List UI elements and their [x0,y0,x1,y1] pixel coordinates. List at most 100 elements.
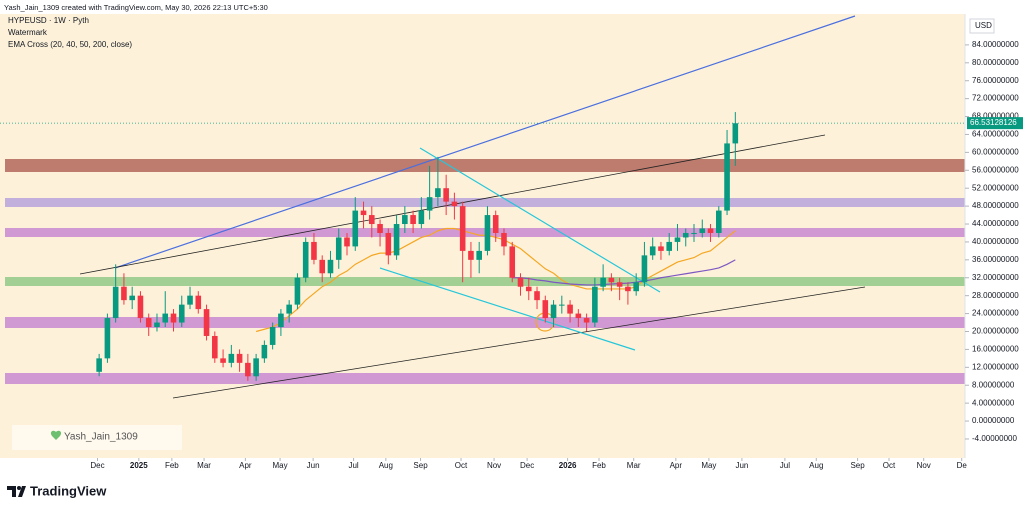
trendline [419,147,661,293]
candle-body [236,353,243,363]
y-tick-label: 16.00000000 [972,345,1019,354]
candle-body [195,295,202,310]
candle-body [335,237,342,260]
x-tick-label: Feb [165,461,179,470]
x-tick-label: Nov [917,461,931,470]
candle-body [352,210,359,247]
y-tick-label: 0.00000000 [972,416,1015,425]
zone [5,277,965,286]
tradingview-logo: TradingView [7,483,107,498]
candle-body [203,309,210,336]
y-tick-label: 36.00000000 [972,255,1019,264]
legend-watermark: Watermark [8,28,48,37]
candle-body [459,206,466,251]
candle-body [567,304,573,314]
candle-body [616,282,623,287]
candle-body [682,232,689,238]
candle-body [534,291,540,301]
candle-body [228,353,235,363]
candle-body [96,358,102,372]
candle-body [674,237,681,242]
currency-box[interactable] [969,18,995,34]
y-tick-label: 52.00000000 [972,183,1019,192]
candle-body [542,300,549,319]
candle-body [418,210,425,225]
candle-body [129,295,135,301]
y-tick-label: -4.00000000 [972,434,1017,443]
candle-body [286,304,292,314]
y-tick-label: 64.00000000 [972,130,1019,139]
candle-body [559,304,565,306]
x-tick-label: 2026 [559,461,577,470]
candle-body [137,295,144,319]
candle-body [715,210,722,233]
currency: USD [975,21,992,30]
candle-body [377,224,383,233]
y-tick-label: 76.00000000 [972,76,1019,85]
candle-body [360,210,367,216]
x-tick-label: Apr [239,461,252,470]
candle-body [104,318,111,359]
y-tick-label: 48.00000000 [972,201,1019,210]
y-tick-label: 28.00000000 [972,291,1019,300]
candle-body [435,188,441,198]
y-tick-label: 44.00000000 [972,219,1019,228]
trendline [379,267,636,351]
trendlines [79,15,866,399]
last-price-box [967,117,1023,130]
logo-dot [17,486,21,490]
candle-body [327,259,334,274]
candle-body [732,123,739,144]
y-tick-label: 56.00000000 [972,165,1019,174]
candle-body [443,188,449,202]
x-tick-label: Apr [670,461,683,470]
candle-body [501,232,507,247]
x-tick-label: Dec [520,461,534,470]
watermark-box [12,425,182,450]
candle-body [187,295,193,305]
candle-body [699,228,706,233]
candle-body [484,215,491,251]
x-tick-label: Jul [348,461,358,470]
legend-indicator: EMA Cross (20, 40, 50, 200, close) [8,40,132,49]
candle-body [666,241,673,251]
zone [5,159,965,172]
last-price-label: 66.53128126 [970,118,1017,127]
y-tick-label: 40.00000000 [972,237,1019,246]
candle-body [385,232,392,256]
candle-body [476,250,482,260]
x-tick-label: May [273,461,288,470]
candle-body [170,313,177,323]
x-tick-label: Jul [780,461,790,470]
candle-body [625,286,631,292]
x-tick-label: Aug [809,461,823,470]
candle-body [600,277,606,287]
candle-body [261,344,268,359]
ema-line [512,259,736,286]
candle-body [121,286,127,301]
candle-body [658,246,664,251]
candle-body [691,232,697,234]
x-tick-label: Sep [413,461,428,470]
y-tick-label: 80.00000000 [972,58,1019,67]
candle-body [707,228,714,233]
x-tick-label: Aug [379,461,393,470]
candle-body [509,246,516,278]
candle-body [492,215,499,233]
candle-body [302,241,309,278]
x-tick-label: Oct [455,461,468,470]
candle-body [575,313,582,319]
candle-body [112,286,119,319]
candle-body [154,322,160,328]
candle-body [368,215,375,225]
y-tick-label: 32.00000000 [972,273,1019,282]
candle-body [294,277,301,305]
y-tick-label: 24.00000000 [972,309,1019,318]
x-tick-label: Dec [90,461,104,470]
series [96,112,739,381]
candle-body [245,362,251,377]
x-tick-label: May [701,461,716,470]
candle-body [641,255,648,283]
y-tick-label: 68.00000000 [972,112,1019,121]
